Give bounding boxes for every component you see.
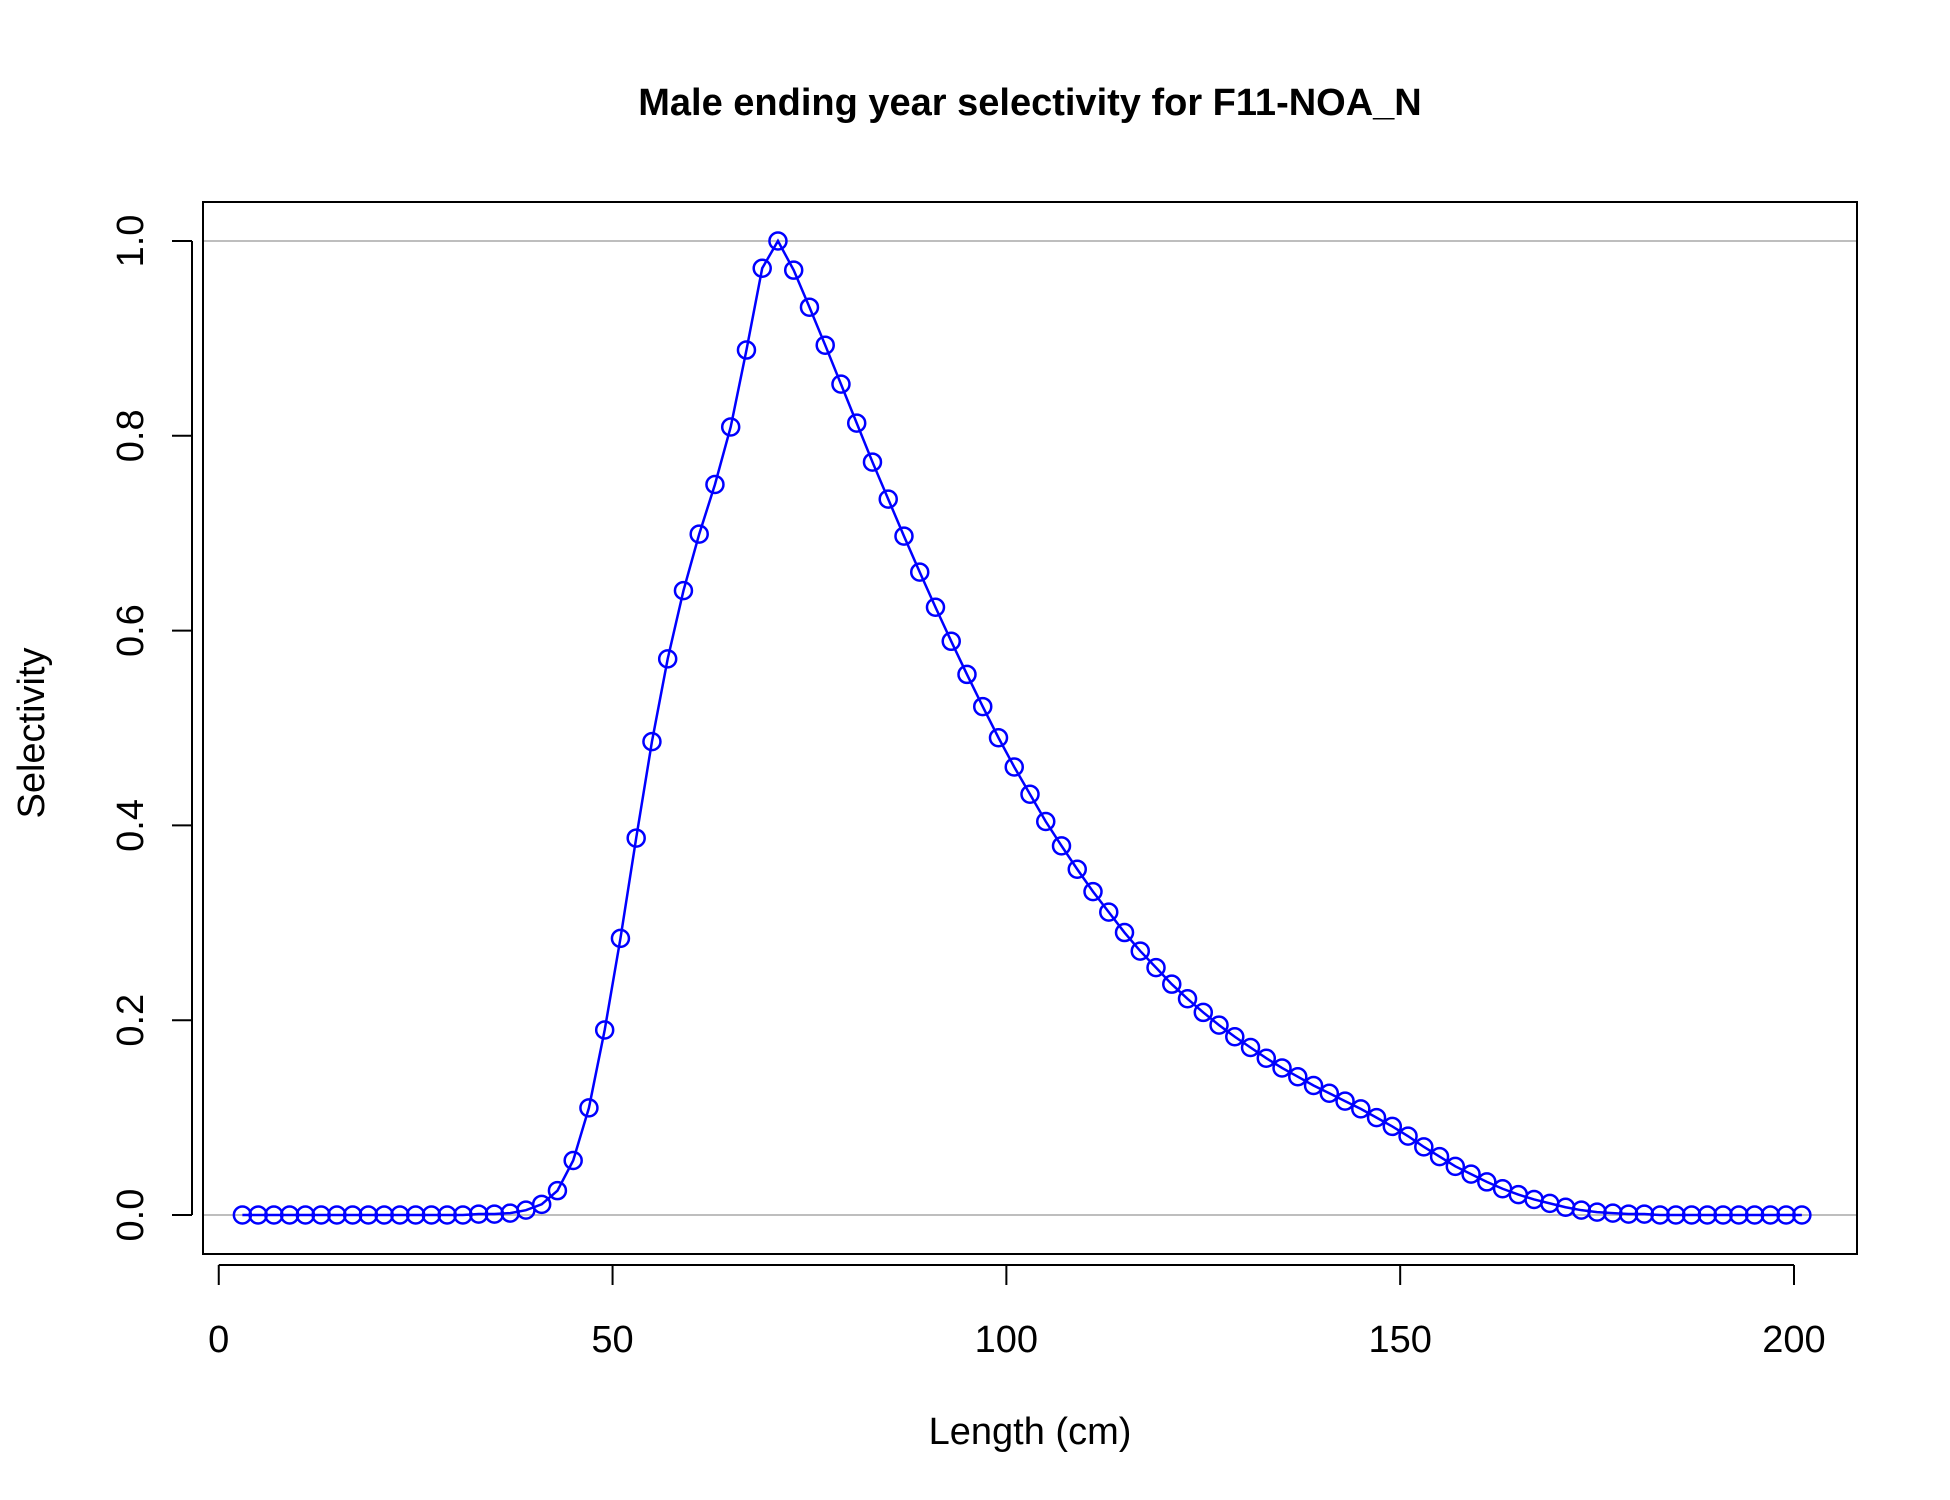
- data-point: [1240, 1037, 1261, 1058]
- data-point: [1036, 811, 1056, 832]
- data-point: [1382, 1116, 1403, 1137]
- y-tick-label: 0.0: [110, 1189, 152, 1242]
- data-point: [1004, 757, 1024, 777]
- y-tick-label: 0.2: [110, 994, 152, 1047]
- data-point: [531, 1194, 552, 1215]
- y-tick-label: 0.8: [110, 409, 152, 462]
- data-point: [1256, 1048, 1277, 1068]
- data-point: [1288, 1066, 1308, 1087]
- x-tick-label: 200: [1762, 1319, 1825, 1361]
- data-point: [783, 260, 804, 280]
- x-tick-label: 100: [975, 1319, 1038, 1361]
- x-axis-label: Length (cm): [929, 1411, 1132, 1453]
- data-point: [972, 696, 993, 717]
- data-point: [988, 727, 1009, 748]
- data-point: [657, 649, 678, 669]
- y-axis-label: Selectivity: [11, 647, 53, 818]
- data-point: [1319, 1083, 1340, 1104]
- data-point: [1130, 941, 1151, 961]
- x-tick-label: 50: [591, 1319, 633, 1361]
- data-point: [831, 374, 851, 394]
- data-point: [1272, 1058, 1292, 1078]
- data-point: [1099, 902, 1119, 922]
- data-point: [1146, 957, 1166, 978]
- data-point: [736, 340, 757, 360]
- data-point: [799, 297, 820, 317]
- x-tick-label: 150: [1368, 1319, 1431, 1361]
- data-point: [752, 258, 772, 278]
- series-layer: [232, 231, 1812, 1225]
- data-point: [1414, 1137, 1434, 1157]
- data-point: [1429, 1146, 1450, 1167]
- x-tick-label: 0: [208, 1319, 229, 1361]
- y-axis: 0.0 0.2 0.4 0.6 0.8 1.0: [110, 215, 193, 1242]
- data-point: [1477, 1172, 1497, 1192]
- data-point: [1366, 1107, 1387, 1128]
- data-point: [563, 1150, 583, 1171]
- reference-lines: [203, 239, 1857, 1217]
- data-point: [1020, 784, 1040, 804]
- y-tick-label: 0.6: [110, 604, 152, 657]
- data-point: [1083, 881, 1103, 902]
- data-point: [579, 1098, 599, 1118]
- data-point: [1209, 1015, 1229, 1035]
- data-point: [878, 489, 898, 509]
- data-point: [1303, 1075, 1324, 1096]
- data-point: [673, 580, 694, 601]
- data-point: [1335, 1091, 1355, 1111]
- data-point: [642, 731, 662, 752]
- data-point: [547, 1180, 568, 1201]
- data-point: [1398, 1126, 1418, 1146]
- data-point: [1177, 989, 1198, 1009]
- data-point: [1445, 1156, 1466, 1177]
- data-point: [862, 452, 883, 472]
- data-point: [846, 413, 867, 433]
- data-point: [594, 1020, 615, 1040]
- data-point: [689, 524, 709, 544]
- y-tick-label: 0.4: [110, 799, 152, 852]
- data-point: [1461, 1164, 1481, 1184]
- data-point: [909, 562, 930, 582]
- data-point: [815, 335, 835, 355]
- data-point: [925, 597, 946, 617]
- data-point: [626, 828, 646, 848]
- data-point: [1114, 922, 1135, 943]
- series-line-0: [242, 238, 1802, 1217]
- data-point: [610, 928, 631, 949]
- data-point: [1051, 836, 1072, 856]
- data-point: [1067, 859, 1088, 879]
- data-point: [941, 631, 961, 652]
- data-point: [1225, 1027, 1245, 1047]
- data-point: [957, 664, 977, 685]
- data-point: [720, 417, 741, 437]
- data-point: [1351, 1099, 1371, 1119]
- data-point: [1193, 1002, 1214, 1023]
- plot-frame: [202, 201, 1858, 1255]
- data-point: [894, 526, 914, 546]
- data-point: [768, 231, 788, 251]
- data-point: [1162, 974, 1182, 994]
- x-axis: 0 50 100 150 200: [208, 1264, 1826, 1361]
- data-point: [1792, 1205, 1812, 1225]
- y-tick-label: 1.0: [110, 215, 152, 268]
- chart-title: Male ending year selectivity for F11-NOA…: [638, 82, 1422, 124]
- data-point: [705, 474, 725, 495]
